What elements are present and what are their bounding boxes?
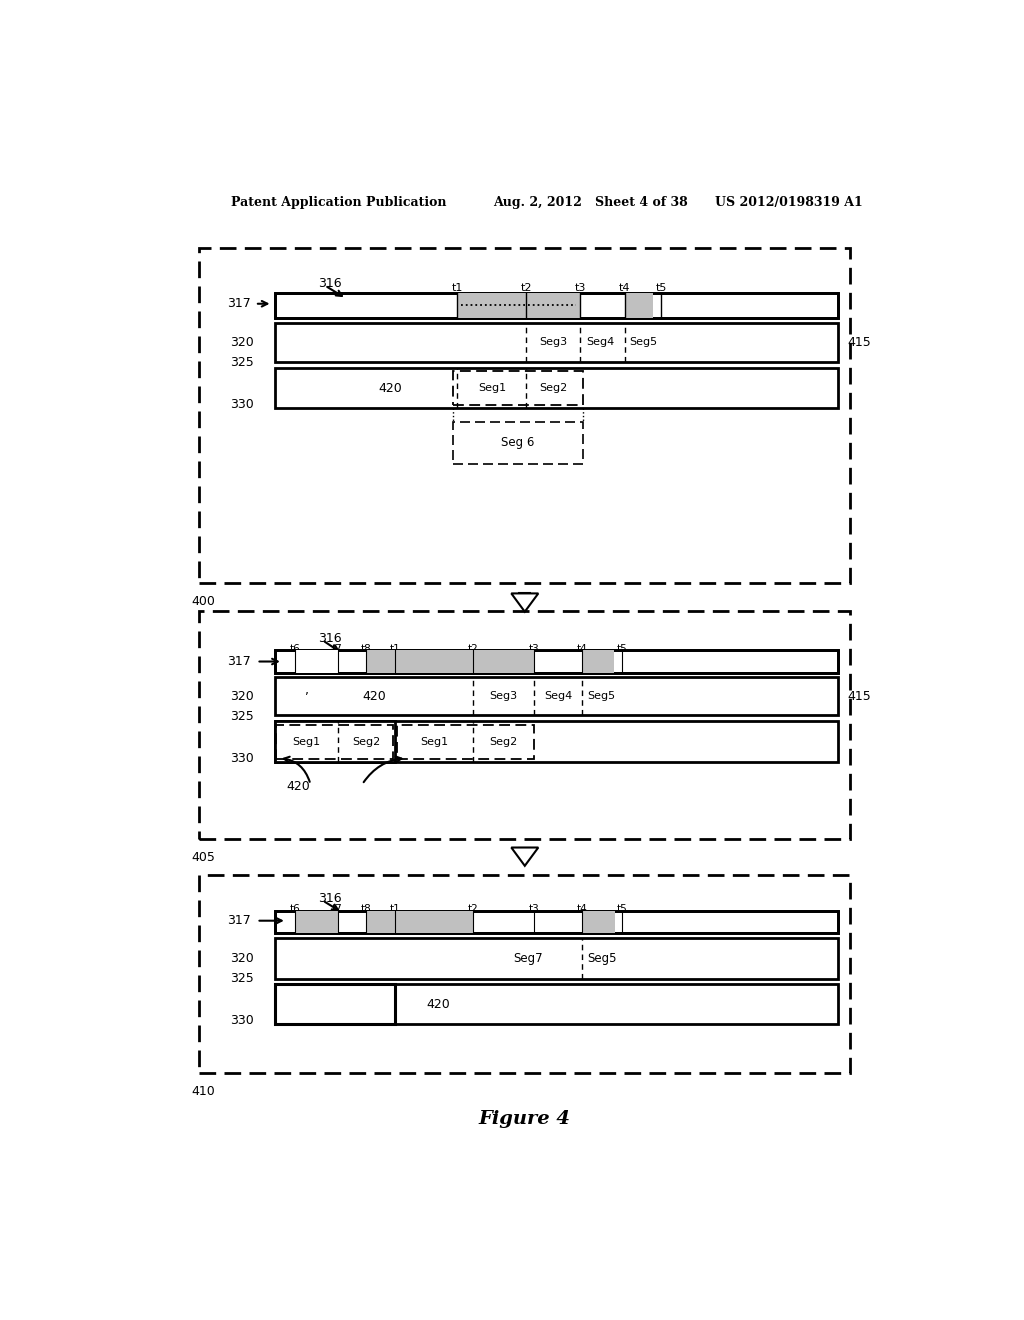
Text: 410: 410 [191,1085,215,1098]
Text: 320: 320 [229,335,253,348]
Text: Seg4: Seg4 [586,338,614,347]
Text: 420: 420 [362,689,386,702]
Bar [582,651,613,673]
Text: t4: t4 [577,903,588,913]
Text: 325: 325 [229,972,253,985]
Bar [274,651,839,673]
Bar [274,911,839,933]
Bar [397,725,535,759]
Text: US 2012/0198319 A1: US 2012/0198319 A1 [715,195,863,209]
Bar [274,293,839,318]
Bar [274,293,839,318]
Bar [274,651,839,673]
Bar [274,939,839,978]
Bar [367,911,394,933]
Text: ,: , [304,685,308,697]
Text: t7: t7 [332,903,343,913]
Text: t1: t1 [452,284,463,293]
Bar [274,983,394,1024]
Text: 320: 320 [229,689,253,702]
Text: 330: 330 [229,751,253,764]
Bar [394,651,535,673]
Text: Figure 4: Figure 4 [479,1110,570,1127]
Text: Seg2: Seg2 [540,383,567,393]
Text: Aug. 2, 2012   Sheet 4 of 38: Aug. 2, 2012 Sheet 4 of 38 [494,195,688,209]
Bar [454,371,583,405]
Text: Seg3: Seg3 [540,338,567,347]
Text: t5: t5 [655,284,667,293]
Text: 415: 415 [848,689,871,702]
Text: Seg4: Seg4 [544,692,572,701]
Text: Seg2: Seg2 [352,737,380,747]
Text: t6: t6 [290,903,300,913]
Text: t4: t4 [620,284,631,293]
Text: 317: 317 [227,915,251,927]
Text: Seg1: Seg1 [478,383,506,393]
Text: 325: 325 [229,710,253,723]
Bar [625,293,653,318]
Bar [276,725,393,759]
Bar [274,677,839,715]
Text: Seg 6: Seg 6 [502,437,535,450]
Bar [274,722,839,762]
Text: t7: t7 [332,644,343,655]
Bar [274,722,394,762]
Text: Patent Application Publication: Patent Application Publication [231,195,446,209]
Text: t3: t3 [529,644,540,655]
Text: t3: t3 [574,284,586,293]
Polygon shape [511,594,539,611]
Text: Seg2: Seg2 [489,737,518,747]
Bar [274,323,839,362]
Bar [295,651,338,673]
Text: 330: 330 [229,397,253,411]
Text: t4: t4 [577,644,588,655]
Bar [367,651,394,673]
Text: t5: t5 [616,903,627,913]
Text: 330: 330 [229,1014,253,1027]
Bar [458,293,581,318]
Text: Seg3: Seg3 [489,692,518,701]
Text: Seg1: Seg1 [420,737,447,747]
Text: t2: t2 [520,284,532,293]
Text: 320: 320 [229,952,253,965]
Bar [200,611,850,840]
Text: 325: 325 [229,356,253,370]
Text: 420: 420 [426,998,451,1011]
Bar [454,421,583,465]
Bar [274,368,839,408]
Text: 316: 316 [318,277,342,290]
Text: t2: t2 [468,644,478,655]
Text: Seg8: Seg8 [319,998,349,1011]
Text: 420: 420 [287,780,310,793]
Text: t8: t8 [360,644,372,655]
Text: t3: t3 [529,903,540,913]
Text: 400: 400 [191,595,215,609]
Text: t6: t6 [290,644,300,655]
Text: 420: 420 [378,381,401,395]
Text: Seg5: Seg5 [587,952,616,965]
Text: Seg5: Seg5 [588,692,615,701]
Polygon shape [511,847,539,866]
Bar [295,911,338,933]
Bar [274,911,839,933]
Bar [394,911,473,933]
Bar [274,983,839,1024]
Bar [582,911,615,933]
Text: Seg5: Seg5 [629,338,657,347]
Text: t2: t2 [468,903,478,913]
Text: t5: t5 [616,644,627,655]
Text: Seg1: Seg1 [292,737,321,747]
Text: t1: t1 [389,644,400,655]
Text: t8: t8 [360,903,372,913]
Text: 316: 316 [318,892,342,904]
Text: 316: 316 [318,632,342,644]
Text: t1: t1 [389,903,400,913]
Text: 415: 415 [848,335,871,348]
Text: 317: 317 [227,655,251,668]
Text: 317: 317 [227,297,251,310]
Bar [200,248,850,583]
Text: Seg7: Seg7 [513,952,543,965]
Text: 405: 405 [191,851,215,865]
Bar [200,875,850,1073]
